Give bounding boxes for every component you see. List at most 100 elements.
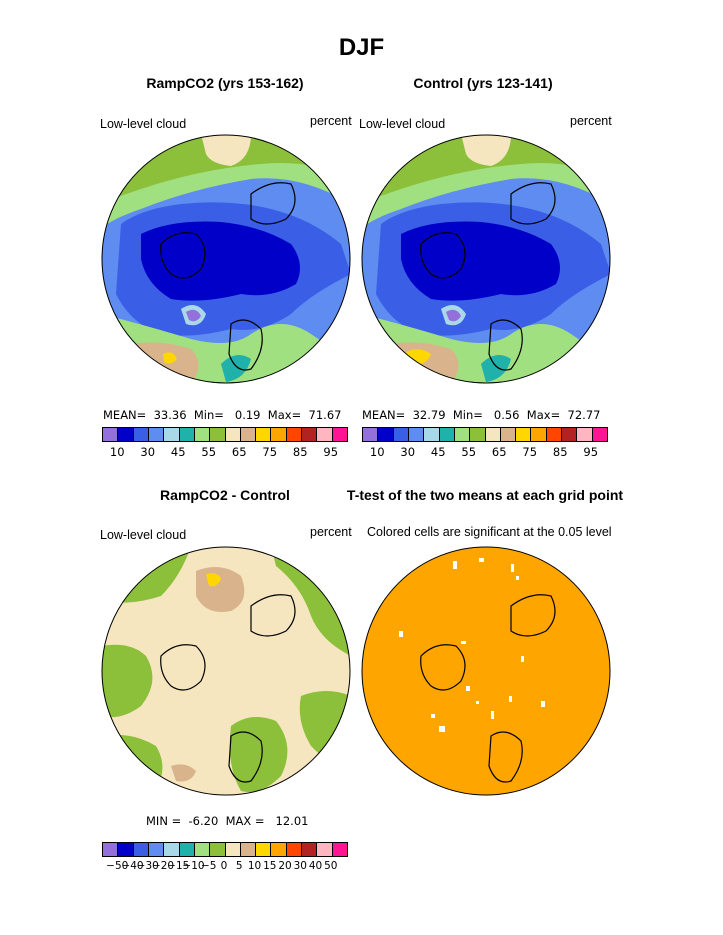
colorbar-swatch [393,428,409,441]
colorbar-tick-label: 15 [263,860,277,872]
colorbar-tick-label: 45 [430,445,446,459]
colorbar-swatch [317,843,333,856]
colorbar-swatch [332,428,347,441]
colorbar-tick-label: 30 [140,445,156,459]
map-field-cream-north [461,135,511,166]
colorbar-tick-label: 10 [369,445,385,459]
panel-4-ttest-map [361,546,611,796]
map-coastlines [420,594,556,783]
colorbar-tick-label: 55 [461,445,477,459]
colorbar-swatch [194,428,211,441]
colorbar-swatch [210,428,226,441]
colorbar-tick-label: −50 [106,860,129,872]
panel-2-colorbar [362,427,608,442]
map-field-significant [362,547,610,795]
panel-3-difference-map [101,546,351,796]
map-border [101,546,351,796]
colorbar-swatch [500,428,517,441]
colorbar-swatch [378,428,394,441]
colorbar-tick-label: 40 [308,860,323,872]
colorbar-swatch [103,428,119,441]
colorbar-tick-label: 0 [220,860,228,872]
colorbar-swatch [516,428,532,441]
colorbar-tick-label: 75 [262,445,278,459]
colorbar-swatch [286,843,303,856]
map-field-purple [186,309,201,322]
colorbar-swatch [179,428,195,441]
panel-3-colorbar [102,842,348,857]
colorbar-swatch [240,843,257,856]
colorbar-swatch [470,428,486,441]
colorbar-swatch [225,843,241,856]
panel-1-variable-label: Low-level cloud [100,117,187,131]
panel-2-stats: MEAN= 32.79 Min= 0.56 Max= 72.77 [362,408,601,422]
panel-3-title: RampCO2 - Control [160,487,290,503]
map-border [101,134,351,384]
panel-2-units: percent [570,114,612,128]
colorbar-swatch [577,428,593,441]
colorbar-swatch [118,843,134,856]
colorbar-swatch [271,428,287,441]
colorbar-tick-label: 20 [278,860,292,872]
colorbar-swatch [133,843,149,856]
colorbar-swatch [485,428,501,441]
colorbar-swatch [194,843,211,856]
panel-1-polar-map [101,134,351,384]
map-field-yellow [206,573,221,587]
colorbar-tick-label: 55 [201,445,217,459]
colorbar-swatch [332,843,347,856]
map-coastlines [160,182,296,371]
colorbar-tick-label: 10 [247,860,262,872]
colorbar-swatch [408,428,425,441]
panel-1-title: RampCO2 (yrs 153-162) [146,75,304,91]
map-field-nonsignificant-cells [399,558,545,732]
colorbar-tick-label: 5 [235,860,243,872]
colorbar-tick-label: 65 [231,445,247,459]
colorbar-tick-label: 30 [400,445,416,459]
colorbar-swatch [286,428,303,441]
colorbar-tick-label: 95 [583,445,599,459]
panel-2-polar-map [361,134,611,384]
colorbar-tick-label: −40 [121,860,144,872]
colorbar-swatch [562,428,578,441]
map-field-darkblue [141,221,300,301]
colorbar-swatch [271,843,287,856]
colorbar-swatch [164,428,180,441]
map-field-yellow [163,352,177,364]
colorbar-swatch [546,428,563,441]
colorbar-swatch [592,428,607,441]
panel-1-colorbar-labels: 10 30 45 55 65 75 85 95 [102,445,346,459]
panel-3-units: percent [310,525,352,539]
panel-3-variable-label: Low-level cloud [100,528,187,542]
panel-4-title: T-test of the two means at each grid poi… [346,487,624,503]
panel-1-colorbar [102,427,348,442]
colorbar-swatch [256,428,272,441]
colorbar-swatch [148,843,165,856]
colorbar-swatch [133,428,149,441]
map-field-tan-s [171,764,196,782]
map-border [361,546,611,796]
panel-1-units: percent [310,114,352,128]
colorbar-swatch [148,428,165,441]
colorbar-swatch [118,428,134,441]
panel-2-colorbar-labels: 10 30 45 55 65 75 85 95 [362,445,606,459]
colorbar-tick-label: −5 [201,860,217,872]
colorbar-tick-label: 65 [491,445,507,459]
panel-2-variable-label: Low-level cloud [359,117,446,131]
figure-title: DJF [338,34,385,61]
map-coastlines [420,182,556,371]
colorbar-tick-label: −15 [167,860,190,872]
map-field-purple [446,309,461,322]
colorbar-tick-label: −30 [136,860,159,872]
colorbar-swatch [317,428,333,441]
panel-4-variable-label: Colored cells are significant at the 0.0… [367,525,612,539]
colorbar-tick-label: 45 [170,445,186,459]
colorbar-swatch [302,428,318,441]
colorbar-swatch [531,428,547,441]
colorbar-tick-label: 75 [522,445,538,459]
map-field-teal [221,355,251,382]
colorbar-tick-label: 95 [323,445,339,459]
colorbar-swatch [103,843,119,856]
colorbar-tick-label: 10 [109,445,125,459]
colorbar-swatch [439,428,455,441]
